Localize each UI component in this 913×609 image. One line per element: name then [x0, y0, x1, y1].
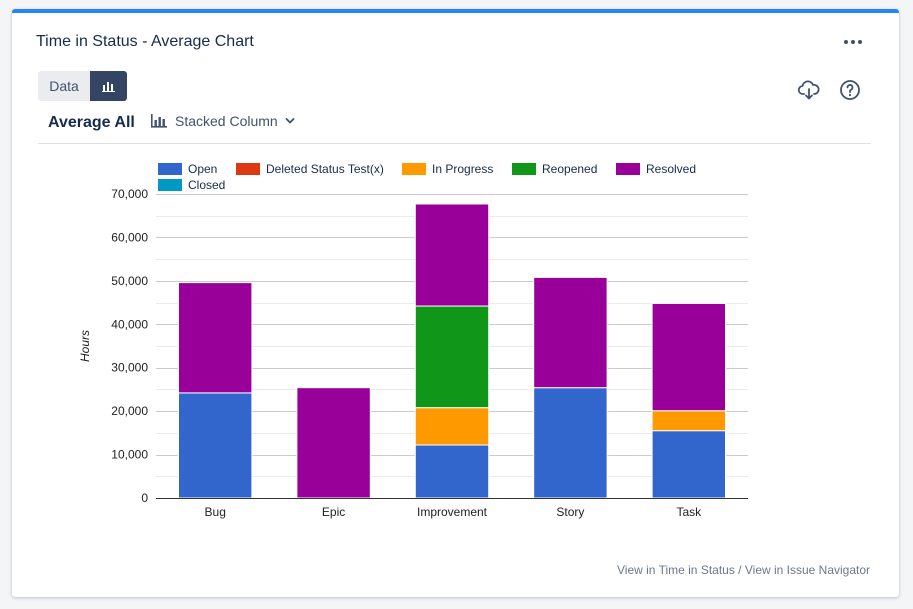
- legend-item-open[interactable]: Open: [158, 162, 217, 176]
- bar-segment-story-open: [533, 387, 608, 499]
- chart-type-label: Stacked Column: [175, 113, 278, 129]
- divider: [38, 143, 871, 144]
- chart-view-button[interactable]: [90, 71, 127, 101]
- legend-swatch: [616, 163, 640, 175]
- view-in-time-in-status-link[interactable]: View in Time in Status: [617, 563, 735, 577]
- view-in-issue-navigator-link[interactable]: View in Issue Navigator: [744, 563, 871, 577]
- y-tick-label: 70,000: [111, 187, 148, 201]
- bar-segment-task-open: [651, 430, 727, 499]
- legend-label: Resolved: [646, 162, 697, 176]
- chevron-down-icon: [285, 118, 295, 124]
- legend-swatch: [402, 163, 426, 175]
- bar-segment-epic-resolved: [296, 387, 371, 499]
- footer-links: View in Time in Status / View in Issue N…: [617, 563, 870, 577]
- bar-segment-improvement-resolved: [414, 203, 490, 307]
- help-icon[interactable]: [838, 78, 862, 102]
- x-tick-label: Improvement: [417, 505, 488, 519]
- legend-item-deleted-status-test-x[interactable]: Deleted Status Test(x): [236, 162, 384, 176]
- cloud-download-icon[interactable]: [797, 78, 821, 102]
- x-tick-label: Task: [676, 505, 702, 519]
- bar-segment-improvement-open: [414, 444, 490, 499]
- y-tick-label: 0: [141, 491, 148, 505]
- column-chart-icon: [151, 114, 167, 128]
- data-view-button[interactable]: Data: [38, 71, 90, 101]
- legend-item-in-progress[interactable]: In Progress: [402, 162, 493, 176]
- legend-label: In Progress: [432, 162, 494, 176]
- bar-segment-story-resolved: [533, 276, 608, 389]
- legend-swatch: [158, 179, 182, 191]
- legend-swatch: [158, 163, 182, 175]
- view-toggle: Data: [38, 71, 127, 101]
- average-all-label: Average All: [48, 114, 135, 131]
- more-options-icon[interactable]: [842, 37, 864, 47]
- legend-label: Reopened: [542, 162, 598, 176]
- legend-label: Open: [188, 162, 218, 176]
- bar-segment-improvement-in-progress: [414, 407, 490, 446]
- y-tick-label: 50,000: [111, 274, 148, 288]
- chart-card: Time in Status - Average Chart Data Aver…: [12, 9, 899, 597]
- bar-segment-task-resolved: [651, 302, 727, 412]
- bar-segment-bug-resolved: [177, 282, 253, 394]
- stacked-column-chart: 0 10,000 20,000 30,000 40,000 50,000 60,000 70,…: [78, 187, 748, 519]
- legend-label: Closed: [188, 178, 226, 192]
- bar-segment-task-in-progress: [651, 410, 727, 432]
- y-tick-label: 40,000: [111, 317, 148, 331]
- bar-segment-improvement-reopened: [414, 305, 490, 409]
- x-tick-label: Story: [556, 505, 584, 519]
- y-tick-label: 30,000: [111, 361, 148, 375]
- legend-item-closed[interactable]: Closed: [158, 178, 225, 192]
- x-tick-label: Epic: [322, 505, 345, 519]
- bar-chart-icon: [101, 82, 115, 92]
- y-tick-label: 20,000: [111, 404, 148, 418]
- legend-swatch: [236, 163, 260, 175]
- legend-swatch: [512, 163, 536, 175]
- legend-item-reopened[interactable]: Reopened: [512, 162, 597, 176]
- footer-separator: /: [734, 563, 745, 577]
- bar-segment-bug-open: [177, 392, 253, 499]
- x-tick-label: Bug: [205, 505, 226, 519]
- y-axis-label: Hours: [78, 330, 92, 362]
- chart-type-dropdown[interactable]: Stacked Column: [150, 113, 295, 129]
- y-tick-label: 60,000: [111, 230, 148, 244]
- y-tick-label: 10,000: [111, 448, 148, 462]
- card-title: Time in Status - Average Chart: [36, 33, 254, 50]
- legend-item-resolved[interactable]: Resolved: [616, 162, 696, 176]
- legend-label: Deleted Status Test(x): [266, 162, 384, 176]
